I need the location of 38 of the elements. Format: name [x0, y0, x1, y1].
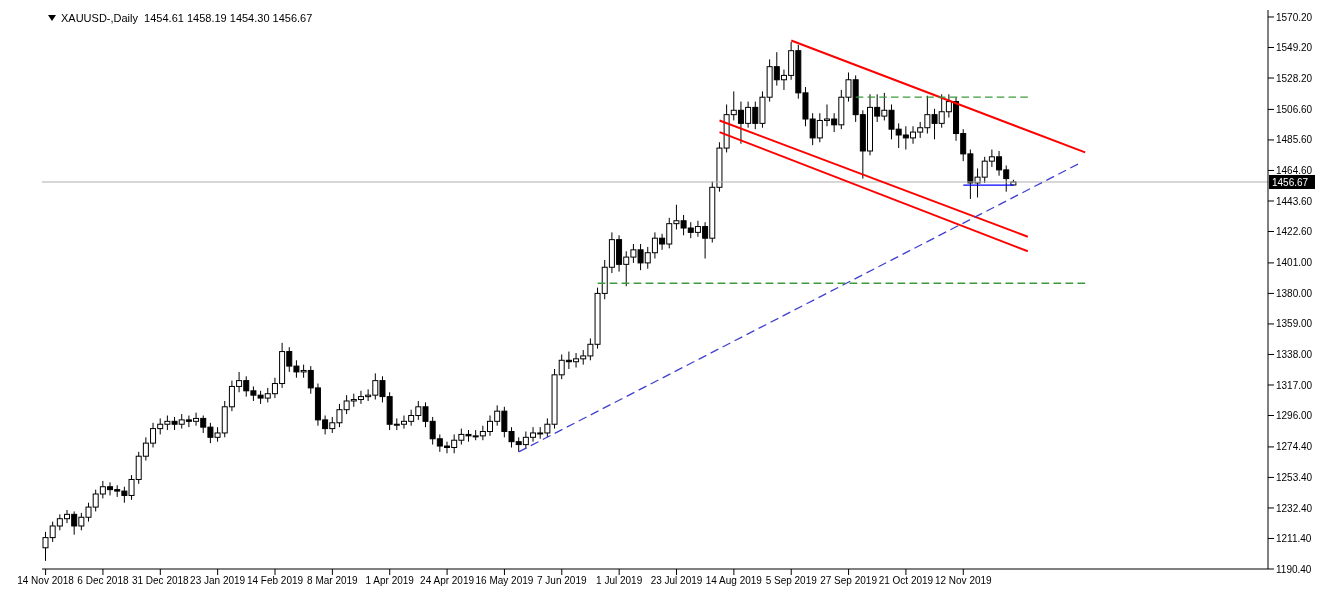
- y-tick-label: 1338.00: [1276, 349, 1313, 361]
- x-tick-label: 21 Oct 2019: [878, 575, 934, 587]
- y-tick-label: 1296.00: [1276, 410, 1313, 422]
- y-tick-label: 1232.40: [1276, 502, 1313, 514]
- y-tick-label: 1570.20: [1276, 11, 1313, 23]
- y-tick-label: 1253.40: [1276, 471, 1313, 483]
- y-tick-label: 1190.40: [1276, 563, 1312, 575]
- ref-line-label: 1456.67: [1272, 176, 1309, 188]
- x-tick-label: 5 Sep 2019: [765, 575, 818, 587]
- y-tick-label: 1359.00: [1276, 318, 1313, 330]
- x-tick-label: 12 Nov 2019: [934, 575, 993, 587]
- x-tick-label: 7 Jun 2019: [537, 575, 587, 587]
- x-tick-label: 1 Jul 2019: [596, 575, 643, 587]
- x-tick-label: 6 Dec 2018: [77, 575, 129, 587]
- x-tick-label: 24 Apr 2019: [420, 575, 475, 587]
- x-tick-label: 14 Feb 2019: [246, 575, 304, 587]
- y-tick-label: 1464.60: [1276, 165, 1313, 177]
- x-tick-label: 23 Jan 2019: [190, 575, 246, 587]
- y-tick-label: 1317.00: [1276, 379, 1313, 391]
- x-tick-label: 14 Aug 2019: [705, 575, 763, 587]
- y-tick-label: 1528.20: [1276, 72, 1313, 84]
- x-tick-label: 14 Nov 2018: [17, 575, 75, 587]
- y-tick-label: 1380.00: [1276, 287, 1313, 299]
- y-tick-label: 1443.60: [1276, 195, 1313, 207]
- x-tick-label: 31 Dec 2018: [131, 575, 190, 587]
- y-tick-label: 1506.60: [1276, 103, 1313, 115]
- y-tick-label: 1211.40: [1276, 533, 1312, 545]
- x-tick-label: 1 Apr 2019: [365, 575, 415, 587]
- y-tick-label: 1422.60: [1276, 226, 1313, 238]
- y-tick-label: 1274.40: [1276, 441, 1313, 453]
- y-tick-label: 1549.20: [1276, 42, 1313, 54]
- y-tick-label: 1401.00: [1276, 257, 1313, 269]
- x-tick-label: 8 Mar 2019: [307, 575, 359, 587]
- x-tick-label: 23 Jul 2019: [650, 575, 703, 587]
- chart-title: XAUUSD-,Daily 1454.61 1458.19 1454.30 1456.67: [61, 12, 313, 24]
- y-tick-label: 1485.60: [1276, 134, 1313, 146]
- x-tick-label: 27 Sep 2019: [820, 575, 878, 587]
- x-tick-label: 16 May 2019: [475, 575, 534, 587]
